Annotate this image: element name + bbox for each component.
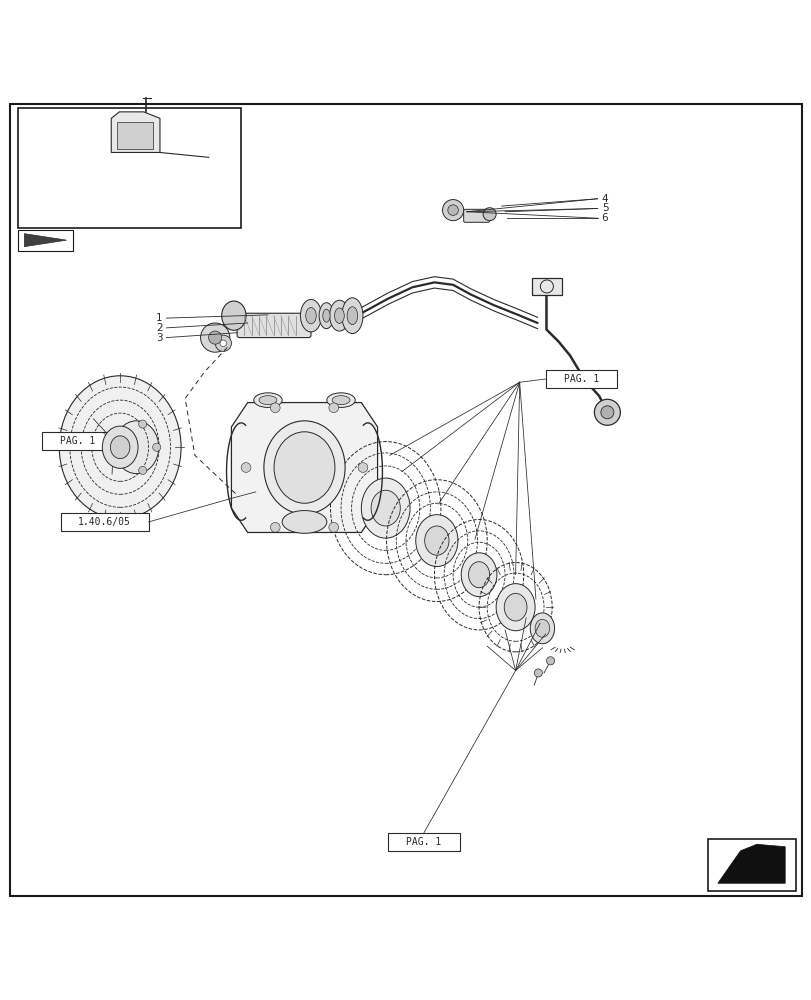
Circle shape	[594, 399, 620, 425]
Ellipse shape	[530, 613, 554, 644]
Text: PAG. 1: PAG. 1	[406, 837, 441, 847]
Circle shape	[139, 420, 147, 428]
Ellipse shape	[334, 308, 344, 323]
Polygon shape	[24, 234, 67, 247]
Ellipse shape	[319, 303, 333, 329]
Ellipse shape	[415, 515, 457, 567]
Ellipse shape	[346, 307, 357, 325]
Ellipse shape	[332, 396, 350, 405]
Bar	[42, 432, 114, 450]
Text: 5: 5	[601, 203, 607, 213]
Text: 1.40.6/05: 1.40.6/05	[78, 517, 131, 527]
Ellipse shape	[102, 426, 138, 468]
Ellipse shape	[273, 432, 334, 503]
Circle shape	[241, 463, 251, 472]
Text: 1: 1	[156, 313, 162, 323]
Ellipse shape	[504, 593, 526, 621]
Ellipse shape	[259, 396, 277, 405]
Ellipse shape	[329, 300, 349, 331]
Circle shape	[270, 403, 280, 413]
Bar	[388, 833, 459, 851]
Ellipse shape	[468, 562, 489, 588]
Circle shape	[208, 331, 221, 344]
Polygon shape	[117, 122, 153, 149]
Ellipse shape	[305, 308, 316, 324]
Ellipse shape	[300, 299, 321, 332]
Circle shape	[152, 443, 161, 451]
Circle shape	[220, 340, 226, 347]
Text: 4: 4	[601, 194, 607, 204]
Bar	[18, 230, 73, 251]
Circle shape	[483, 208, 496, 221]
Ellipse shape	[326, 393, 354, 407]
Bar	[545, 370, 616, 388]
Circle shape	[116, 457, 124, 466]
Text: 2: 2	[156, 323, 162, 333]
Text: 6: 6	[601, 213, 607, 223]
Circle shape	[546, 657, 554, 665]
Circle shape	[447, 205, 457, 215]
Bar	[18, 108, 241, 228]
Circle shape	[534, 669, 542, 677]
Circle shape	[200, 323, 230, 352]
Ellipse shape	[281, 511, 326, 533]
Polygon shape	[111, 112, 160, 152]
Ellipse shape	[361, 478, 410, 538]
Circle shape	[358, 463, 367, 472]
FancyBboxPatch shape	[237, 313, 311, 338]
Ellipse shape	[496, 584, 534, 631]
Ellipse shape	[110, 436, 130, 459]
Circle shape	[215, 335, 231, 351]
Polygon shape	[531, 278, 561, 295]
Text: 3: 3	[156, 333, 162, 343]
Ellipse shape	[341, 298, 363, 334]
FancyBboxPatch shape	[463, 209, 489, 222]
Circle shape	[139, 466, 147, 474]
Text: PAG. 1: PAG. 1	[60, 436, 96, 446]
Ellipse shape	[253, 393, 281, 407]
Ellipse shape	[264, 421, 345, 514]
Polygon shape	[231, 403, 377, 532]
Circle shape	[600, 406, 613, 419]
Bar	[707, 839, 795, 891]
Polygon shape	[103, 152, 208, 196]
Circle shape	[442, 200, 463, 221]
Circle shape	[328, 403, 338, 413]
Circle shape	[270, 522, 280, 532]
Ellipse shape	[114, 421, 158, 474]
Polygon shape	[717, 844, 784, 883]
Circle shape	[116, 429, 124, 437]
Bar	[61, 513, 148, 531]
Ellipse shape	[371, 490, 400, 526]
Ellipse shape	[461, 553, 496, 597]
Ellipse shape	[322, 309, 329, 322]
Circle shape	[328, 522, 338, 532]
Ellipse shape	[59, 376, 181, 519]
Text: PAG. 1: PAG. 1	[563, 374, 599, 384]
Ellipse shape	[534, 619, 549, 637]
Ellipse shape	[424, 526, 448, 555]
Ellipse shape	[221, 301, 246, 330]
